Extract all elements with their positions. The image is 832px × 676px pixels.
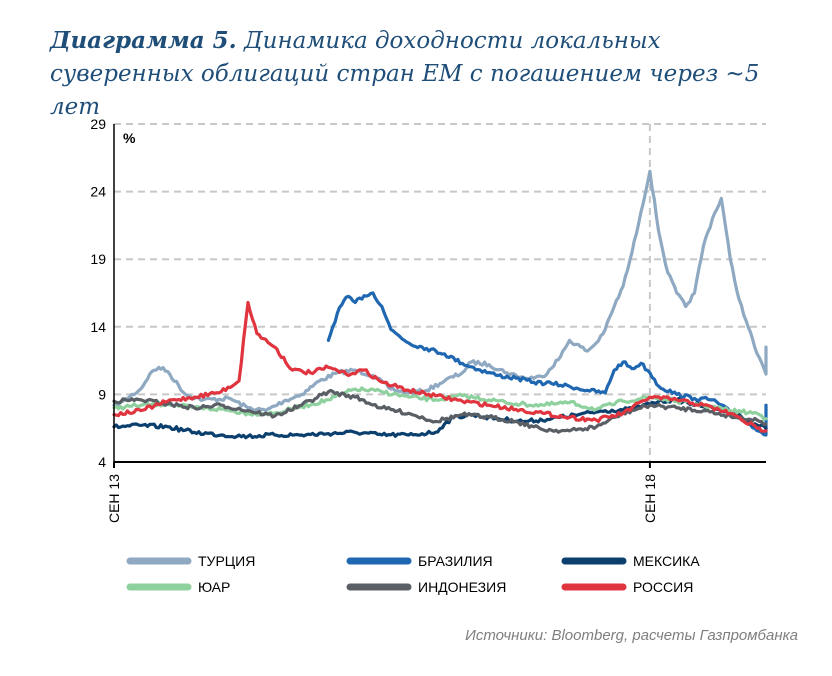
source-note: Источники: Bloomberg, расчеты Газпромбан… [465,627,798,644]
legend-label: БРАЗИЛИЯ [418,553,493,569]
legend-label: ЮАР [198,579,230,595]
legend-label: РОССИЯ [633,579,693,595]
x-tick-label: СЕН 18 [642,474,658,523]
chart-title-text: Динамика доходности локальных суверенных… [50,28,760,120]
legend-label: МЕКСИКА [633,553,700,569]
y-tick-label: 4 [98,454,106,470]
chart-title: Диаграмма 5. Динамика доходности локальн… [50,24,810,124]
y-unit-label: % [123,130,136,146]
y-tick-label: 14 [90,319,106,335]
chart-axes: 4 9 14 19 24 29 СЕН 13 СЕН 18 [90,116,766,523]
legend-label: ИНДОНЕЗИЯ [418,579,506,595]
chart-series [112,169,768,440]
chart-legend: ТУРЦИЯ БРАЗИЛИЯ МЕКСИКА ЮАР ИНДОНЕЗИЯ РОССИЯ [126,553,700,595]
series-line-юар [112,386,768,421]
y-tick-label: 19 [90,251,106,267]
series-line-турция [112,169,768,413]
series-line-индонезия [112,388,768,434]
legend-label: ТУРЦИЯ [198,553,255,569]
y-tick-label: 24 [90,184,106,200]
series-line-мексика [112,396,768,440]
series-line-бразилия [326,291,768,437]
chart-title-label: Диаграмма 5. [50,27,237,54]
x-tick-label: СЕН 13 [106,474,122,523]
y-tick-label: 29 [90,116,106,132]
series-line-россия [112,300,768,433]
y-tick-label: 9 [98,386,106,402]
